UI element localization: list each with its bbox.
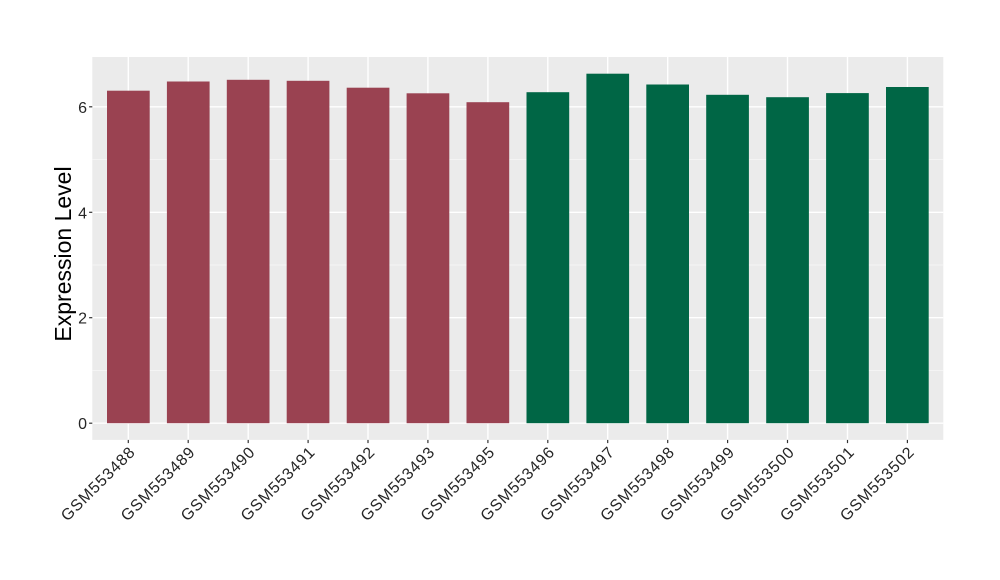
svg-text:4: 4 xyxy=(78,205,87,222)
svg-text:Expression Level: Expression Level xyxy=(50,166,76,341)
svg-text:2: 2 xyxy=(78,311,87,328)
svg-text:0: 0 xyxy=(78,416,87,433)
svg-text:6: 6 xyxy=(78,100,87,117)
